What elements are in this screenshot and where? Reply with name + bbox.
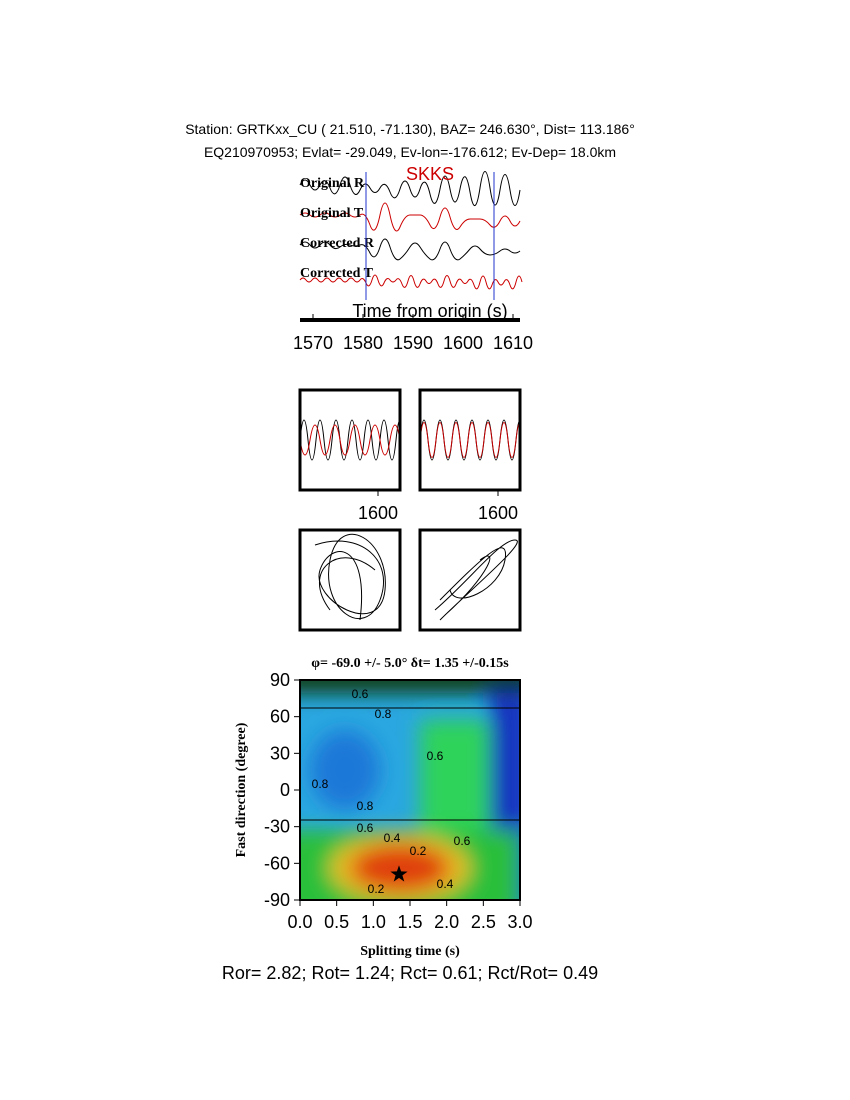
x-tick-label: 1.5 — [397, 912, 422, 932]
contour-label: 0.6 — [454, 834, 471, 848]
trace-label: Corrected T — [300, 266, 374, 281]
x-tick-label: 0.0 — [287, 912, 312, 932]
contour-label: 0.2 — [368, 882, 385, 896]
trace-corrected-r — [299, 238, 521, 261]
x-tick-label: 1580 — [343, 333, 383, 353]
particle-motion — [314, 533, 518, 621]
trace-label: Corrected R — [300, 236, 375, 251]
y-tick-label: 30 — [270, 743, 290, 763]
trace-label: Original R — [300, 176, 365, 191]
x-tick-label: 2.0 — [434, 912, 459, 932]
contour-label: 0.4 — [384, 831, 401, 845]
trace-label: Original T — [300, 206, 364, 221]
footer: Ror= 2.82; Rot= 1.24; Rct= 0.61; Rct/Rot… — [222, 963, 598, 983]
x-tick-label: 0.5 — [324, 912, 349, 932]
x-axis-label: Time from origin (s) — [352, 301, 507, 321]
x-tick-label: 1570 — [293, 333, 333, 353]
panel-frame — [418, 528, 522, 632]
trace-corrected-t — [299, 274, 523, 290]
panel-frame — [298, 388, 402, 492]
panel-frame — [298, 528, 402, 632]
y-axis-label: Fast direction (degree) — [234, 722, 249, 857]
x-tick-label: 1600 — [443, 333, 483, 353]
panel-frame — [418, 388, 522, 492]
x-tick-label: 1610 — [493, 333, 533, 353]
contour-label: 0.6 — [427, 749, 444, 763]
y-tick-label: 60 — [270, 707, 290, 727]
phase-label: SKKS — [406, 164, 454, 184]
contour-field — [300, 680, 520, 900]
contour-label: 0.8 — [357, 799, 374, 813]
x-tick-label: 1600 — [478, 503, 518, 523]
contour-label: 0.8 — [375, 707, 392, 721]
x-tick-label: 2.5 — [471, 912, 496, 932]
x-axis-label: Splitting time (s) — [360, 944, 460, 959]
traces — [299, 171, 523, 290]
y-tick-label: -90 — [264, 890, 290, 910]
trace-original-r — [299, 171, 521, 206]
panel-original — [300, 419, 400, 461]
contour-title: φ= -69.0 +/- 5.0° δt= 1.35 +/-0.15s — [311, 656, 509, 671]
contour-label: 0.6 — [357, 821, 374, 835]
y-tick-label: 90 — [270, 670, 290, 690]
contour-label: 0.6 — [352, 687, 369, 701]
best-fit-star — [390, 865, 408, 882]
y-tick-label: 0 — [280, 780, 290, 800]
station-line: Station: GRTKxx_CU ( 21.510, -71.130), B… — [185, 121, 635, 137]
contour-label: 0.4 — [437, 877, 454, 891]
event-line: EQ210970953; Evlat= -29.049, Ev-lon=-176… — [204, 144, 616, 160]
contour-label: 0.2 — [410, 844, 427, 858]
x-tick-label: 3.0 — [507, 912, 532, 932]
trace-original-t — [299, 202, 521, 232]
x-tick-label: 1590 — [393, 333, 433, 353]
panel-corrected — [420, 419, 520, 461]
x-tick-label: 1.0 — [361, 912, 386, 932]
y-tick-label: -60 — [264, 853, 290, 873]
x-tick-label: 1600 — [358, 503, 398, 523]
y-tick-label: -30 — [264, 817, 290, 837]
contour-label: 0.8 — [312, 777, 329, 791]
